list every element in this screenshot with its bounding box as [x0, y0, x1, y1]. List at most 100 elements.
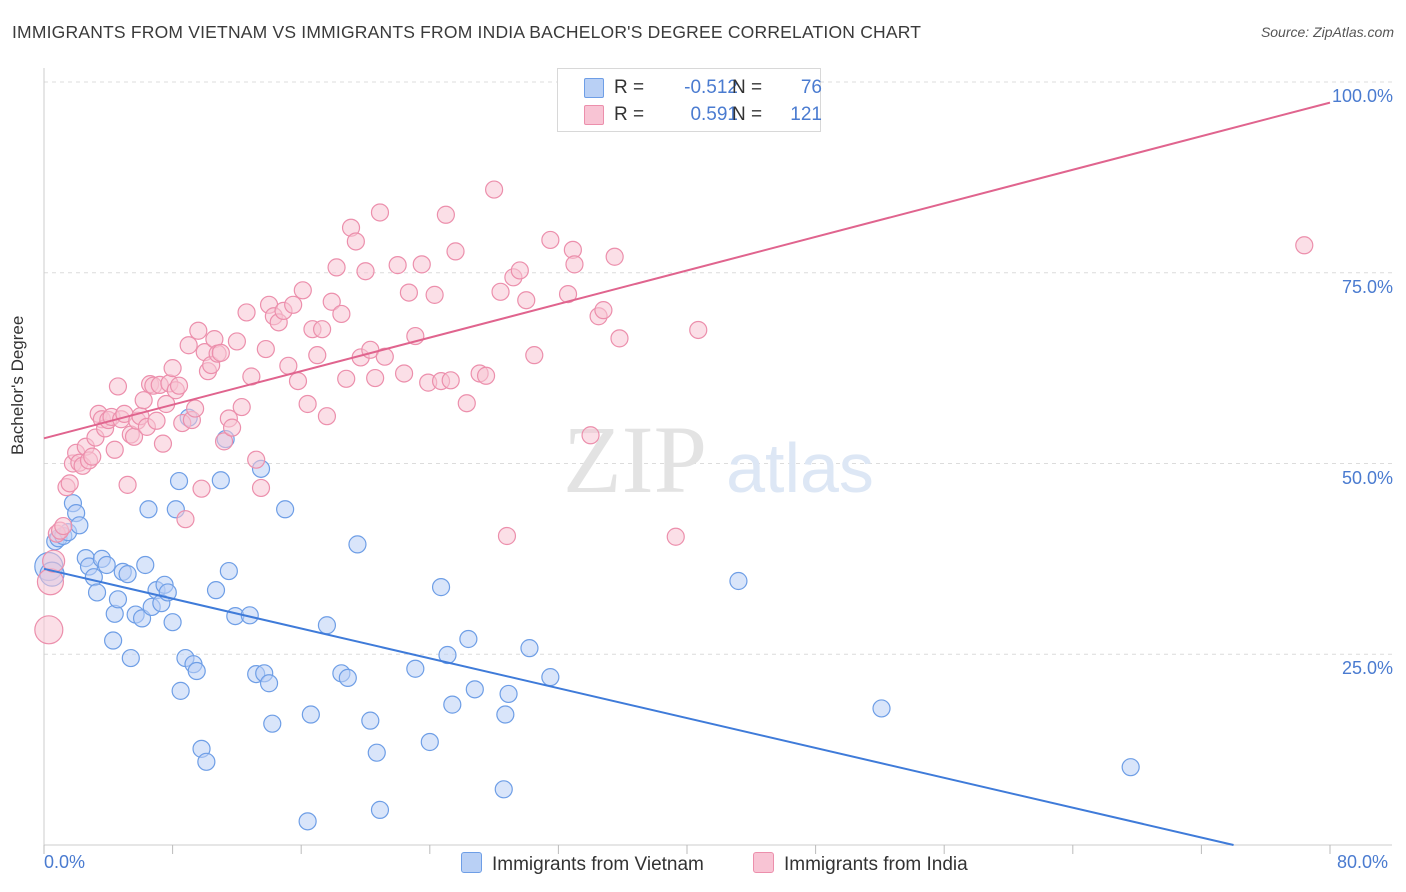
point-india — [689, 320, 708, 340]
chart-title: IMMIGRANTS FROM VIETNAM VS IMMIGRANTS FR… — [12, 22, 922, 42]
legend-r-label: R = — [614, 104, 645, 125]
point-vietnam — [84, 568, 103, 587]
legend-swatch-india — [584, 105, 604, 125]
point-india — [436, 205, 455, 224]
point-india — [60, 474, 79, 493]
point-india — [232, 397, 251, 417]
point-vietnam — [872, 699, 891, 718]
point-india — [1295, 236, 1314, 255]
point-india — [517, 291, 536, 310]
point-india — [211, 343, 230, 362]
point-india — [108, 377, 128, 396]
bottom-legend-vietnam: Immigrants from Vietnam — [461, 852, 704, 876]
point-india — [176, 510, 195, 529]
watermark-zip: ZIP — [563, 406, 707, 513]
point-vietnam — [171, 681, 190, 700]
legend-n-label: N = — [732, 77, 763, 98]
point-india — [163, 359, 182, 378]
point-vietnam — [494, 780, 513, 799]
legend-swatch-vietnam — [461, 852, 482, 873]
point-india — [610, 329, 629, 348]
trend-line-india — [43, 101, 1331, 440]
point-india — [153, 434, 173, 453]
point-india — [227, 332, 246, 351]
point-india — [605, 247, 624, 266]
point-india — [34, 615, 64, 645]
watermark-atlas: atlas — [726, 429, 874, 507]
bottom-legend-india: Immigrants from India — [753, 852, 968, 876]
legend-n-value-vietnam: 76 — [800, 77, 822, 98]
point-vietnam — [438, 645, 457, 665]
point-vietnam — [163, 613, 182, 632]
point-india — [476, 366, 496, 385]
point-india — [251, 478, 271, 498]
point-vietnam — [361, 711, 380, 730]
point-india — [491, 282, 510, 301]
point-india — [192, 479, 211, 498]
point-vietnam — [70, 516, 89, 535]
x-tick-max: 80.0% — [1337, 852, 1389, 872]
y-tick-label: 50.0% — [1341, 467, 1393, 488]
trend-line-vietnam — [43, 567, 1234, 846]
point-vietnam — [139, 500, 158, 519]
legend-n-label: N = — [732, 104, 763, 125]
point-india — [147, 411, 166, 430]
point-vietnam — [206, 581, 226, 600]
point-india — [222, 418, 242, 437]
y-axis-label: Bachelor's Degree — [8, 315, 27, 455]
y-tick-label: 75.0% — [1341, 276, 1393, 297]
point-india — [412, 255, 431, 274]
point-vietnam — [169, 471, 189, 491]
point-india — [510, 261, 529, 280]
point-india — [388, 256, 407, 275]
point-india — [279, 356, 298, 375]
point-vietnam — [420, 732, 439, 752]
point-india — [118, 475, 137, 494]
point-india — [394, 364, 414, 383]
point-india — [366, 368, 385, 388]
grid-lines — [44, 81, 1392, 655]
point-india — [54, 516, 73, 536]
point-india — [346, 232, 365, 251]
point-india — [308, 346, 327, 365]
point-vietnam — [496, 705, 515, 724]
point-india — [370, 203, 390, 222]
point-india — [441, 371, 460, 390]
series-india — [34, 180, 1314, 645]
point-vietnam — [108, 590, 128, 609]
point-vietnam — [197, 752, 216, 771]
point-india — [446, 242, 465, 261]
y-tick-label: 25.0% — [1341, 658, 1393, 679]
point-india — [169, 376, 189, 395]
x-tick-min: 0.0% — [44, 852, 86, 872]
point-india — [332, 304, 351, 324]
point-india — [312, 320, 332, 339]
point-india — [179, 336, 198, 355]
point-vietnam — [121, 648, 140, 668]
legend-r-label: R = — [614, 77, 645, 98]
point-vietnam — [1121, 758, 1140, 777]
legend-n-value-india: 121 — [790, 104, 822, 125]
point-vietnam — [263, 714, 282, 733]
point-vietnam — [729, 571, 748, 591]
legend-label-india: Immigrants from India — [784, 854, 968, 875]
point-vietnam — [87, 583, 107, 602]
point-india — [83, 447, 102, 466]
point-india — [565, 255, 584, 274]
point-vietnam — [338, 668, 357, 688]
point-vietnam — [276, 500, 295, 519]
point-vietnam — [317, 616, 337, 635]
point-vietnam — [459, 629, 478, 649]
point-vietnam — [431, 578, 451, 597]
point-india — [525, 346, 544, 365]
point-india — [317, 407, 337, 426]
point-india — [485, 180, 504, 199]
point-vietnam — [259, 674, 279, 693]
point-india — [214, 432, 234, 451]
point-india — [322, 292, 341, 311]
point-vietnam — [104, 631, 123, 650]
point-vietnam — [211, 471, 230, 490]
axes — [43, 68, 1392, 854]
point-india — [288, 371, 308, 391]
